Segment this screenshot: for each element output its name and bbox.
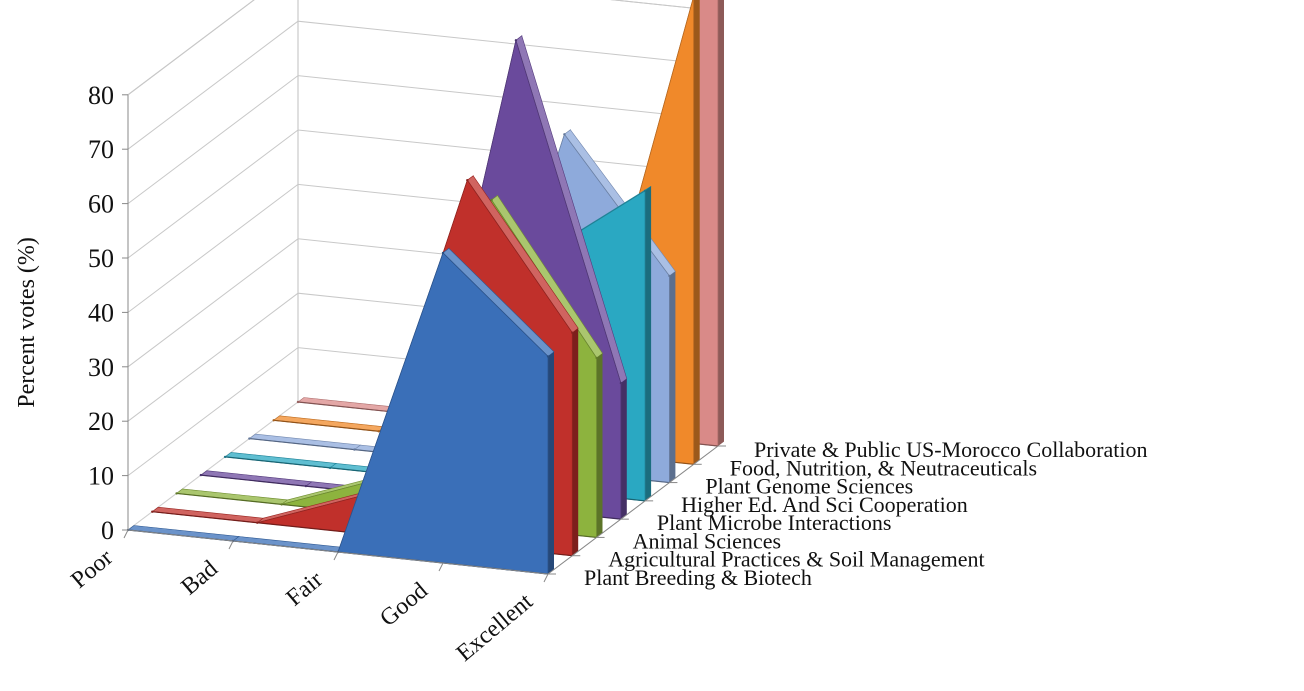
x-tick-label: Poor: [66, 545, 117, 594]
ribbon-end: [718, 0, 724, 446]
series-label: Agricultural Practices & Soil Management: [608, 547, 984, 572]
z-axis-line: [547, 445, 719, 575]
ribbon-end: [693, 0, 700, 465]
data-point: [304, 484, 308, 488]
x-tick: [333, 551, 339, 561]
series-label: Plant Microbe Interactions: [657, 510, 892, 535]
ribbon-end: [596, 353, 603, 538]
x-tick: [543, 573, 549, 583]
gridline: [127, 75, 719, 204]
data-point: [328, 466, 332, 470]
series-label: Plant Breeding & Biotech: [584, 565, 812, 590]
data-point: [514, 39, 518, 42]
data-point: [353, 448, 356, 451]
data-point: [466, 179, 469, 182]
data-point: [643, 189, 647, 192]
data-point: [248, 437, 251, 440]
ribbon-end: [620, 378, 627, 520]
data-point: [377, 430, 380, 433]
y-axis-title: Percent votes (%): [14, 237, 40, 408]
data-point: [296, 400, 300, 404]
series-label: Plant Genome Sciences: [705, 474, 913, 499]
data-point: [151, 510, 154, 513]
data-point: [546, 355, 550, 358]
series-label: Food, Nutrition, & Neutraceuticals: [730, 455, 1037, 480]
y-tick-label: 10: [88, 462, 114, 491]
series-label: Higher Ed. And Sci Cooperation: [681, 492, 968, 517]
x-tick: [438, 562, 444, 572]
ribbon-end: [645, 186, 652, 501]
y-tick-label: 60: [88, 190, 114, 219]
x-tick-label: Bad: [177, 556, 223, 601]
y-tick-label: 40: [88, 298, 114, 327]
y-tick-label: 80: [88, 81, 114, 110]
ribbon-end: [669, 271, 676, 483]
y-tick-label: 30: [88, 353, 114, 382]
y-tick-label: 50: [88, 244, 114, 273]
x-tick: [228, 540, 234, 550]
series-layer: [126, 0, 724, 575]
series-label: Animal Sciences: [633, 528, 781, 553]
data-point: [441, 251, 445, 255]
x-tick: [123, 529, 129, 539]
data-point: [490, 198, 493, 202]
data-point: [199, 473, 203, 477]
data-point: [571, 331, 574, 334]
data-point: [619, 381, 623, 385]
data-point: [563, 133, 566, 136]
data-point: [595, 356, 598, 360]
x-tick-label: Excellent: [452, 588, 538, 666]
data-point: [256, 521, 259, 524]
x-tick-label: Fair: [282, 567, 328, 612]
data-point: [223, 455, 227, 459]
gridline: [127, 0, 719, 96]
y-tick-label: 70: [88, 135, 114, 164]
x-tick-label: Good: [375, 578, 433, 632]
data-point: [175, 492, 178, 495]
series-ribbon: [126, 247, 555, 575]
y-tick-label: 0: [101, 516, 114, 545]
data-point: [272, 419, 275, 422]
ribbon-end: [572, 328, 579, 556]
data-point: [668, 274, 671, 278]
ribbon-end: [548, 351, 554, 574]
y-tick-label: 20: [88, 407, 114, 436]
gridline: [127, 20, 719, 150]
series-label: Private & Public US-Morocco Collaboratio…: [754, 437, 1148, 462]
data-point: [280, 503, 283, 506]
